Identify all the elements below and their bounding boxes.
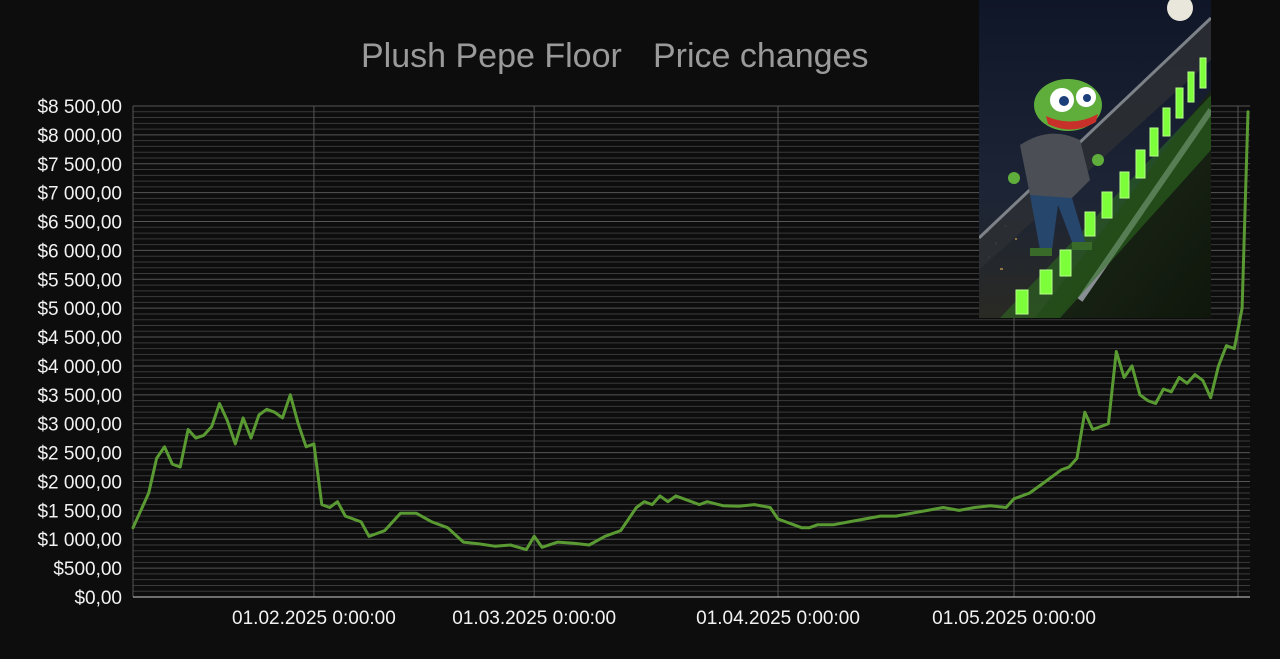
x-tick-label: 01.04.2025 0:00:00 bbox=[696, 608, 860, 629]
chart-title: Plush Pepe Floor bbox=[361, 37, 622, 75]
y-tick-label: $2 500,00 bbox=[37, 444, 122, 465]
y-tick-label: $8 500,00 bbox=[37, 97, 122, 118]
moon-icon bbox=[1167, 0, 1193, 21]
y-tick-label: $1 500,00 bbox=[37, 501, 122, 522]
y-axis-ticks: $0,00 $500,00 $1 000,00 $1 500,00 $2 000,00 $… bbox=[37, 97, 122, 609]
y-tick-label: $5 500,00 bbox=[37, 270, 122, 291]
y-tick-label: $6 000,00 bbox=[37, 241, 122, 262]
y-tick-label: $1 000,00 bbox=[37, 530, 122, 551]
y-tick-label: $4 500,00 bbox=[37, 328, 122, 349]
grid bbox=[132, 105, 1250, 598]
pepe-escalator-image bbox=[979, 0, 1211, 318]
y-tick-label: $3 500,00 bbox=[37, 386, 122, 407]
y-tick-label: $4 000,00 bbox=[37, 357, 122, 378]
y-tick-label: $8 000,00 bbox=[37, 126, 122, 147]
y-tick-label: $6 500,00 bbox=[37, 213, 122, 234]
y-tick-label: $7 000,00 bbox=[37, 184, 122, 205]
x-tick-label: 01.05.2025 0:00:00 bbox=[932, 608, 1096, 629]
y-tick-label: $3 000,00 bbox=[37, 415, 122, 436]
y-tick-label: $500,00 bbox=[53, 559, 122, 580]
price-series-line bbox=[131, 110, 1250, 552]
y-tick-label: $0,00 bbox=[74, 588, 122, 609]
x-tick-label: 01.03.2025 0:00:00 bbox=[452, 608, 616, 629]
x-tick-label: 01.02.2025 0:00:00 bbox=[232, 608, 396, 629]
chart-subtitle: Price changes bbox=[653, 37, 868, 75]
x-axis-ticks: 01.02.2025 0:00:00 01.03.2025 0:00:00 01.0… bbox=[232, 608, 1096, 629]
y-tick-label: $7 500,00 bbox=[37, 155, 122, 176]
y-tick-label: $5 000,00 bbox=[37, 299, 122, 320]
y-tick-label: $2 000,00 bbox=[37, 472, 122, 493]
